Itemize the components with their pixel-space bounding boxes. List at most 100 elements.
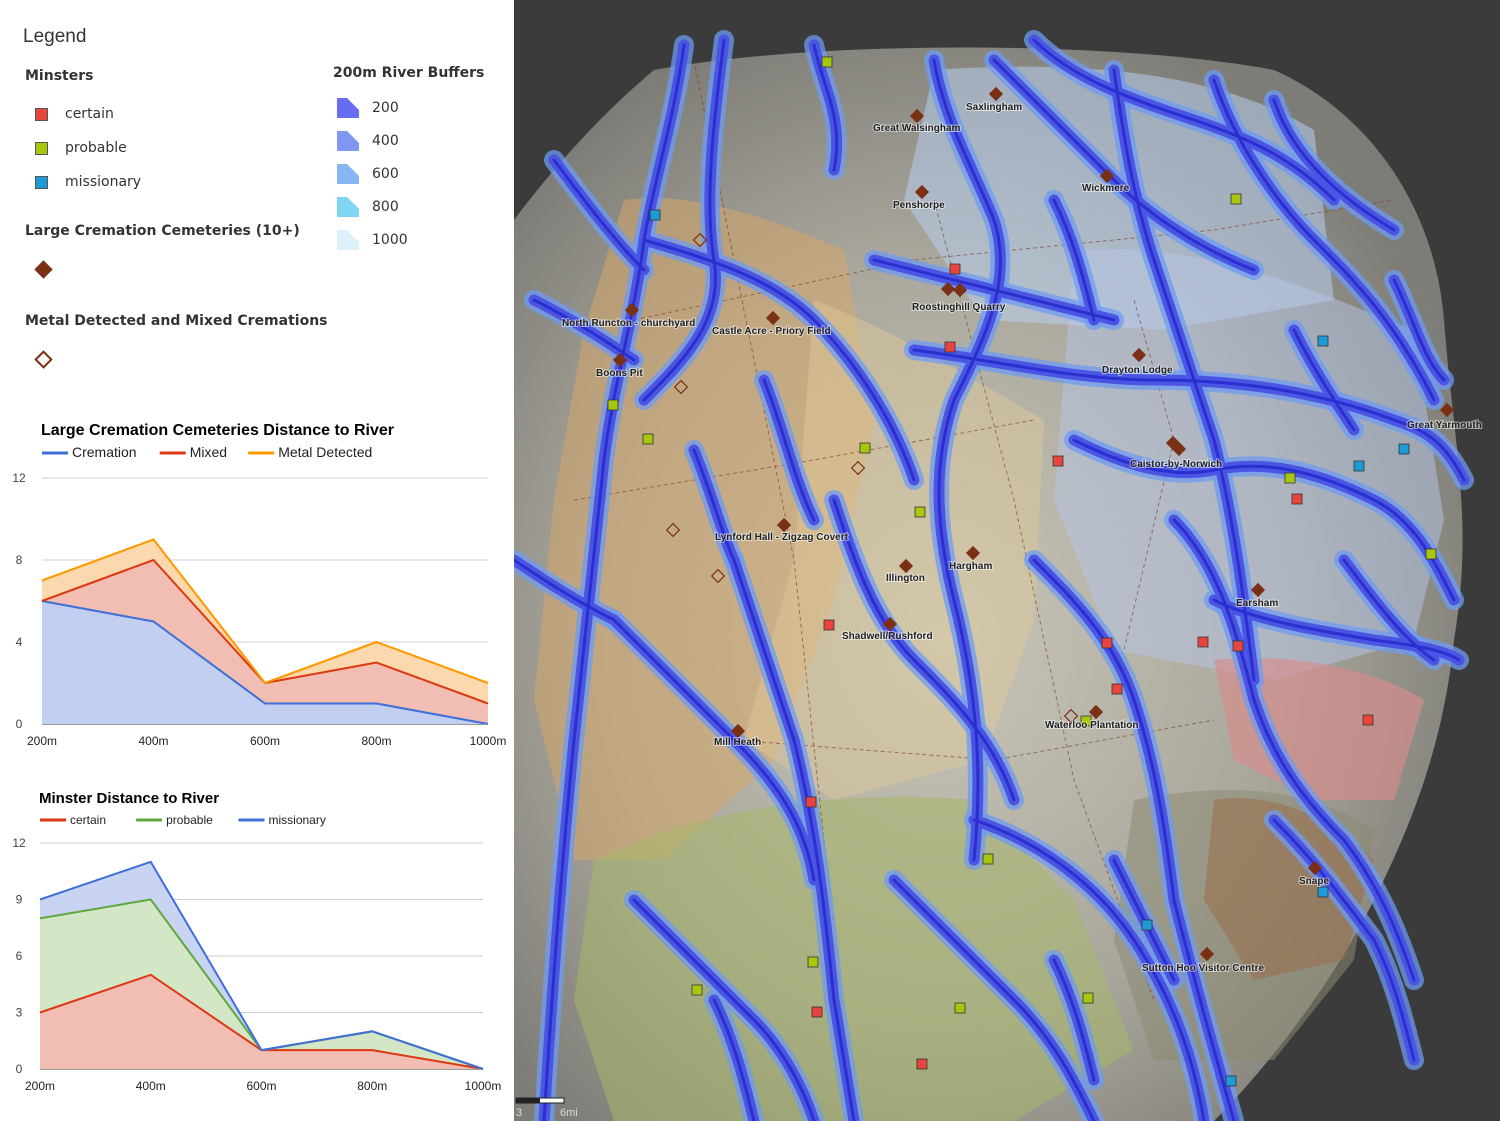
river-line — [832, 498, 1016, 802]
minster-certain-marker[interactable] — [1111, 683, 1123, 695]
minster-missionary-marker[interactable] — [1141, 919, 1153, 931]
cremation-cemetery-marker[interactable] — [898, 558, 914, 574]
minster-probable-marker[interactable] — [1080, 715, 1092, 727]
legend-item-probable: probable — [35, 138, 127, 158]
minster-certain-marker[interactable] — [1362, 714, 1374, 726]
cremation-cemetery-marker[interactable] — [1307, 860, 1323, 876]
minster-probable-marker[interactable] — [982, 853, 994, 865]
cremation-cemetery-marker[interactable] — [988, 86, 1004, 102]
place-label: Castle Acre - Priory Field — [712, 326, 831, 337]
minster-probable-marker[interactable] — [1230, 193, 1242, 205]
minster-certain-marker[interactable] — [1291, 493, 1303, 505]
river-line — [1112, 68, 1256, 682]
minster-probable-marker[interactable] — [859, 442, 871, 454]
minster-probable-marker[interactable] — [914, 506, 926, 518]
minster-certain-marker[interactable] — [944, 341, 956, 353]
minster-certain-marker[interactable] — [1052, 455, 1064, 467]
river-line — [872, 258, 1116, 322]
legend-label: 400 — [372, 133, 399, 149]
minster-probable-marker[interactable] — [642, 433, 654, 445]
large-cremation-heading: Large Cremation Cemeteries (10+) — [25, 223, 300, 239]
y-tick-label: 4 — [16, 635, 23, 649]
minsters-heading: Minsters — [25, 68, 94, 84]
place-label: Boons Pit — [596, 368, 643, 379]
minster-missionary-marker[interactable] — [1317, 886, 1329, 898]
minster-certain-marker[interactable] — [823, 619, 835, 631]
minster-missionary-marker[interactable] — [1398, 443, 1410, 455]
river-line — [692, 448, 736, 562]
legend-label: 800 — [372, 199, 399, 215]
river-line — [1172, 518, 1416, 982]
minster-probable-marker[interactable] — [821, 56, 833, 68]
metal-detected-marker[interactable] — [1063, 708, 1079, 724]
metal-detected-marker[interactable] — [673, 379, 689, 395]
place-label: Wickmere — [1082, 183, 1130, 194]
minster-certain-marker[interactable] — [1101, 637, 1113, 649]
minster-probable-marker[interactable] — [954, 1002, 966, 1014]
minster-missionary-marker[interactable] — [649, 209, 661, 221]
cremation-cemetery-marker[interactable] — [1099, 168, 1115, 184]
river-line — [1212, 598, 1461, 662]
cremation-cemetery-marker[interactable] — [914, 184, 930, 200]
river-line — [812, 43, 839, 172]
cremation-cemetery-marker[interactable] — [882, 616, 898, 632]
minster-probable-marker[interactable] — [691, 984, 703, 996]
cremation-cemetery-marker[interactable] — [612, 352, 628, 368]
cremation-cemetery-marker[interactable] — [909, 108, 925, 124]
cremation-cemetery-marker[interactable] — [1250, 582, 1266, 598]
buffer-swatch-icon — [337, 164, 359, 184]
cremation-cemetery-marker[interactable] — [765, 310, 781, 326]
minster-distance-chart: Minster Distance to River certain probable… — [12, 790, 501, 1093]
cremation-cemetery-marker[interactable] — [965, 545, 981, 561]
river-line — [992, 58, 1256, 272]
metal-detected-marker[interactable] — [850, 460, 866, 476]
river-line — [532, 298, 636, 362]
minster-probable-marker[interactable] — [607, 399, 619, 411]
cremation-cemetery-marker[interactable] — [952, 282, 968, 298]
place-label: Great Walsingham — [873, 123, 961, 134]
place-labels: Saxlingham Great Walsingham Wickmere Pensho… — [561, 101, 1483, 975]
legend-item-buffer-400: 400 — [337, 131, 399, 151]
river-line — [632, 898, 816, 1121]
square-marker-icon — [35, 141, 48, 155]
minster-certain-marker[interactable] — [1197, 636, 1209, 648]
metal-detected-marker[interactable] — [710, 568, 726, 584]
cremation-cemetery-marker[interactable] — [1131, 347, 1147, 363]
map-view[interactable]: Saxlingham Great Walsingham Wickmere Pensho… — [514, 0, 1500, 1121]
minster-certain-marker[interactable] — [916, 1058, 928, 1070]
minster-certain-marker[interactable] — [811, 1006, 823, 1018]
minster-certain-marker[interactable] — [805, 796, 817, 808]
cremation-cemetery-marker[interactable] — [776, 517, 792, 533]
minster-certain-marker[interactable] — [1232, 640, 1244, 652]
cremation-cemetery-marker[interactable] — [940, 281, 956, 297]
metal-detected-marker[interactable] — [692, 232, 708, 248]
place-label: Caistor-by-Norwich — [1130, 459, 1222, 470]
cremation-cemetery-marker[interactable] — [1199, 946, 1215, 962]
cremation-cemetery-marker[interactable] — [1171, 441, 1187, 457]
x-tick-label: 600m — [246, 1079, 276, 1093]
river-line — [712, 998, 756, 1121]
river-line — [642, 38, 726, 402]
legend-entry: Metal Detected — [278, 444, 372, 460]
map-canvas[interactable]: Saxlingham Great Walsingham Wickmere Pensho… — [514, 0, 1500, 1121]
minster-certain-marker[interactable] — [949, 263, 961, 275]
cremation-cemetery-marker[interactable] — [1439, 402, 1455, 418]
legend-item-certain: certain — [35, 104, 114, 124]
minster-missionary-marker[interactable] — [1225, 1075, 1237, 1087]
cremation-cemetery-marker[interactable] — [730, 723, 746, 739]
minster-missionary-marker[interactable] — [1317, 335, 1329, 347]
place-label: Saxlingham — [966, 102, 1022, 113]
minster-probable-marker[interactable] — [1425, 548, 1437, 560]
minster-probable-marker[interactable] — [807, 956, 819, 968]
river-line — [932, 58, 1002, 862]
minster-probable-marker[interactable] — [1284, 472, 1296, 484]
metal-detected-marker[interactable] — [665, 522, 681, 538]
cremation-cemetery-marker[interactable] — [1088, 704, 1104, 720]
minster-probable-marker[interactable] — [1082, 992, 1094, 1004]
cremation-cemetery-marker[interactable] — [624, 302, 640, 318]
place-label: Snape — [1299, 876, 1329, 887]
area-certain — [40, 974, 483, 1069]
river-line — [912, 348, 1466, 482]
minster-missionary-marker[interactable] — [1353, 460, 1365, 472]
river-line — [762, 378, 816, 522]
